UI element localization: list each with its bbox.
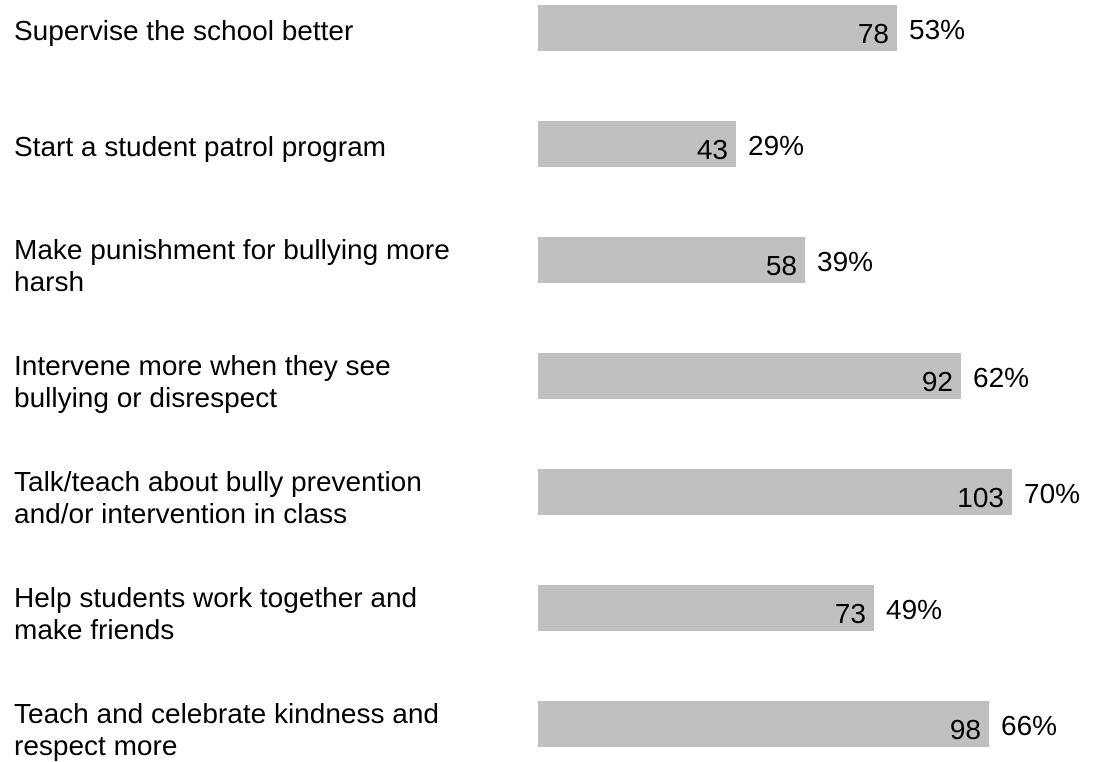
bar-row: Start a student patrol program 43 29% — [0, 116, 1094, 172]
bar-percent-label: 39% — [817, 246, 874, 277]
category-label-line: Make punishment for bullying more — [14, 234, 450, 265]
category-label-line: bullying or disrespect — [14, 382, 278, 413]
category-label-line: Teach and celebrate kindness and — [14, 698, 439, 729]
category-label-line: respect more — [14, 730, 178, 761]
bar-value-label: 98 — [949, 714, 981, 745]
bar-value-label: 103 — [957, 482, 1004, 513]
category-label-line: Start a student patrol program — [14, 131, 386, 162]
bar: 73 — [538, 585, 874, 631]
category-label-line: Help students work together and — [14, 582, 418, 613]
category-label-line: make friends — [14, 614, 175, 645]
category-label-line: harsh — [14, 266, 85, 297]
bar-value-label: 43 — [696, 134, 728, 165]
bar: 58 — [538, 237, 805, 283]
bar-row: Help students work together and make frie… — [0, 580, 1094, 645]
bar: 98 — [538, 701, 989, 747]
category-label: Help students work together and make frie… — [14, 582, 524, 646]
bar: 92 — [538, 353, 961, 399]
category-label: Start a student patrol program — [14, 131, 524, 163]
bar-percent-label: 62% — [973, 362, 1030, 393]
category-label-line: and/or intervention in class — [14, 498, 348, 529]
bar-percent-label: 29% — [748, 130, 805, 161]
category-label: Supervise the school better — [14, 15, 524, 47]
bar-row: Teach and celebrate kindness and respect … — [0, 696, 1094, 761]
bar-row: Talk/teach about bully prevention and/or … — [0, 464, 1094, 529]
category-label: Talk/teach about bully prevention and/or … — [14, 466, 524, 530]
category-label-line: Supervise the school better — [14, 15, 354, 46]
bar: 78 — [538, 5, 897, 51]
bar-value-label: 73 — [834, 598, 866, 629]
bar-percent-label: 70% — [1024, 478, 1081, 509]
bar-percent-label: 53% — [909, 14, 966, 45]
bar-row: Make punishment for bullying more harsh 58… — [0, 232, 1094, 297]
category-label-line: Intervene more when they see — [14, 350, 391, 381]
bar-value-label: 58 — [765, 250, 797, 281]
bar-value-label: 78 — [857, 18, 889, 49]
bar-value-label: 92 — [921, 366, 953, 397]
bar: 103 — [538, 469, 1012, 515]
category-label-line: Talk/teach about bully prevention — [14, 466, 422, 497]
category-label: Make punishment for bullying more harsh — [14, 234, 524, 298]
bar-row: Intervene more when they see bullying or … — [0, 348, 1094, 413]
bar: 43 — [538, 121, 736, 167]
bar-percent-label: 49% — [886, 594, 943, 625]
bar-percent-label: 66% — [1001, 710, 1058, 741]
category-label: Teach and celebrate kindness and respect … — [14, 698, 524, 762]
bar-row: Supervise the school better 78 53% — [0, 0, 1094, 56]
category-label: Intervene more when they see bullying or … — [14, 350, 524, 414]
